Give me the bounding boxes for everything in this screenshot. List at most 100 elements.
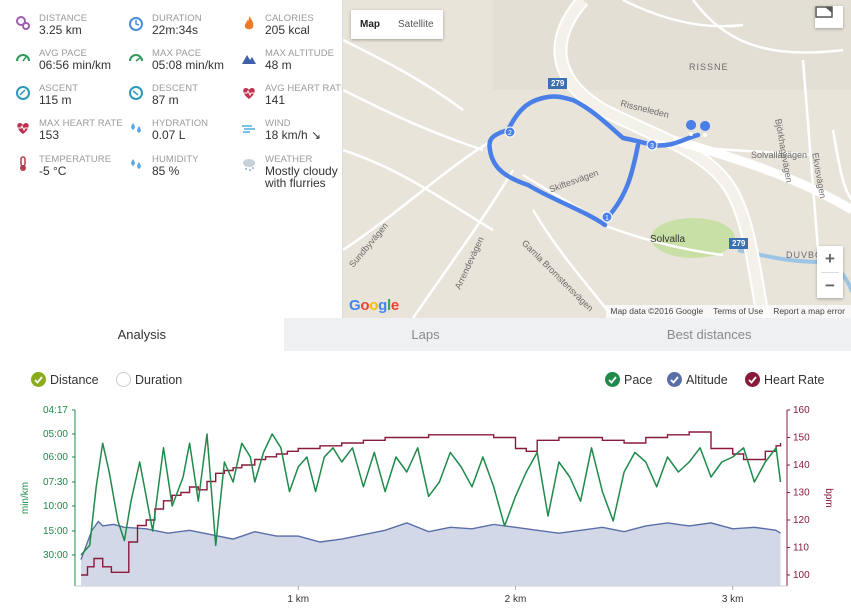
wind-icon [240,119,258,137]
pace-tick-label: 05:00 [43,429,68,440]
svg-text:3: 3 [650,143,654,150]
tab-analysis[interactable]: Analysis [0,318,284,351]
report-error-link[interactable]: Report a map error [773,306,845,316]
map-data-credit: Map data ©2016 Google [610,306,704,316]
zoom-in-button[interactable]: + [825,249,835,268]
heart-rate-icon [14,119,32,137]
stat-distance: DISTANCE 3.25 km [0,13,112,49]
altitude-toggle[interactable]: Altitude [667,372,728,387]
map-canvas[interactable]: 1 2 3 [343,0,851,318]
stat-max-pace: MAX PACE 05:08 min/km [113,48,225,84]
distance-option[interactable]: Distance [31,372,99,387]
stat-value: -5 °C [39,164,67,178]
stat-avg-pace: AVG PACE 06:56 min/km [0,48,112,84]
stat-hydration: HYDRATION 0.07 L [113,118,225,154]
stat-label: DESCENT [152,83,199,94]
satellite-mode-button[interactable]: Satellite [398,19,434,30]
stat-wind: WIND 18 km/h ↘ [226,118,338,154]
duration-option[interactable]: Duration [116,372,182,387]
pace-line [80,433,782,556]
stat-value: Mostly cloudy with flurries [265,164,338,190]
tab-best-distances[interactable]: Best distances [567,318,851,351]
hr-tick-label: 130 [793,488,810,499]
stat-value: 48 m [265,58,292,72]
stat-value: 85 % [152,164,180,178]
stat-value: 141 [265,93,286,107]
check-icon [605,372,620,387]
humidity-icon [127,155,145,173]
x-tick-label: 2 km [505,594,527,605]
hr-tick-label: 150 [793,433,810,444]
pace-tick-label: 07:30 [43,477,68,488]
stat-value: 153 [39,128,60,142]
hr-tick-label: 140 [793,460,810,471]
activity-stats-panel: DISTANCE 3.25 km DURATION 22m:34s CALORIES 20… [0,0,347,318]
distance-icon [14,14,32,32]
analysis-tabs: Analysis Laps Best distances [0,318,851,351]
stat-descent: DESCENT 87 m [113,83,225,119]
stat-value: 205 kcal [265,23,310,37]
stat-value: 22m:34s [152,23,199,37]
ascent-icon [14,84,32,102]
analysis-chart[interactable]: 04:17 05:00 06:00 07:30 10:00 15:00 30:00 min/k… [0,351,851,611]
solvalla-park [651,218,735,258]
place-label: DUVBO [786,250,824,260]
stat-label: DISTANCE [39,13,88,24]
stat-label: TEMPERATURE [39,154,112,165]
heart-rate-toggle-label: Heart Rate [764,372,825,387]
altitude-area [81,521,781,586]
stat-label: CALORIES [265,13,314,24]
stat-label: AVG PACE [39,48,87,59]
stat-label: AVG HEART RATE [265,83,348,94]
stat-max-heart-rate: MAX HEART RATE 153 [0,118,123,154]
place-label: RISSNE [689,62,729,72]
stat-label: HUMIDITY [152,154,199,165]
duration-option-label: Duration [135,372,183,387]
pace-tick-label: 06:00 [43,452,68,463]
stat-humidity: HUMIDITY 85 % [113,154,225,190]
distance-option-label: Distance [50,372,99,387]
heart-rate-toggle[interactable]: Heart Rate [745,372,824,387]
map-mode-button[interactable]: Map [360,19,380,30]
radio-icon [116,372,131,387]
stat-avg-heart-rate: AVG HEART RATE 141 [226,83,347,119]
stat-duration: DURATION 22m:34s [113,13,225,49]
check-icon [31,372,46,387]
heart-rate-line [81,431,782,576]
tab-laps[interactable]: Laps [283,318,568,351]
stat-temperature: TEMPERATURE -5 °C [0,154,112,190]
thermometer-icon [14,155,32,173]
stat-calories: CALORIES 205 kcal [226,13,338,49]
hydration-icon [127,119,145,137]
hr-tick-label: 120 [793,515,810,526]
map-type-toggle: Map Satellite [351,10,443,39]
fullscreen-button[interactable] [815,6,843,28]
stat-value: 3.25 km [39,23,82,37]
pace-toggle[interactable]: Pace [605,372,653,387]
route-map[interactable]: 1 2 3 RISSNE Rissneleden Solvallavägen B… [342,0,851,318]
map-footer: Map data ©2016 Google Terms of Use Repor… [606,305,851,318]
x-tick-label: 3 km [722,594,744,605]
fullscreen-icon [815,6,833,18]
terms-link[interactable]: Terms of Use [713,306,764,316]
stat-value: 06:56 min/km [39,58,112,72]
zoom-out-button[interactable]: − [825,276,835,295]
pace-tick-label: 04:17 [43,405,68,416]
place-label: Solvallavägen [751,150,808,160]
check-icon [745,372,760,387]
hr-tick-label: 160 [793,405,810,416]
hr-tick-label: 100 [793,570,810,581]
route-line [487,94,701,228]
pace-axis-label: min/km [20,482,31,514]
stat-label: MAX ALTITUDE [265,48,335,59]
stat-value: 87 m [152,93,179,107]
hr-axis-label: bpm [823,488,834,507]
check-icon [667,372,682,387]
stat-label: WIND [265,118,291,129]
altitude-toggle-label: Altitude [686,372,728,387]
route-markers: 1 2 3 [504,120,711,223]
stat-label: ASCENT [39,83,79,94]
stat-ascent: ASCENT 115 m [0,83,112,119]
stat-label: DURATION [152,13,202,24]
stat-weather: WEATHER Mostly cloudy with flurries [226,154,338,190]
